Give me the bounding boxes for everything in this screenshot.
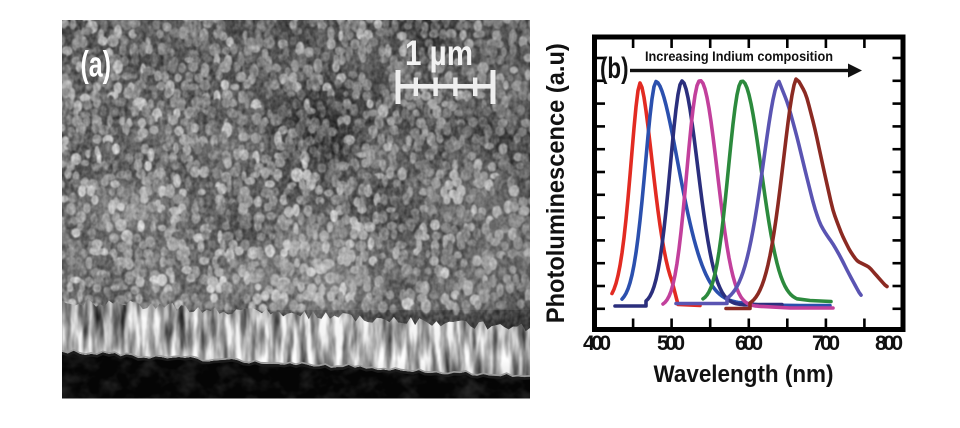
svg-text:800: 800 — [875, 332, 903, 355]
svg-text:Photoluminescence (a.u): Photoluminescence (a.u) — [542, 43, 570, 323]
svg-text:(a): (a) — [81, 44, 112, 85]
svg-text:700: 700 — [812, 332, 840, 355]
svg-text:600: 600 — [735, 332, 763, 355]
svg-text:1 µm: 1 µm — [405, 34, 473, 73]
svg-text:500: 500 — [657, 332, 685, 355]
svg-text:400: 400 — [583, 332, 611, 355]
svg-text:Increasing Indium composition: Increasing Indium composition — [645, 49, 833, 64]
svg-text:Wavelength (nm): Wavelength (nm) — [654, 361, 834, 388]
svg-text:(b): (b) — [600, 52, 629, 85]
